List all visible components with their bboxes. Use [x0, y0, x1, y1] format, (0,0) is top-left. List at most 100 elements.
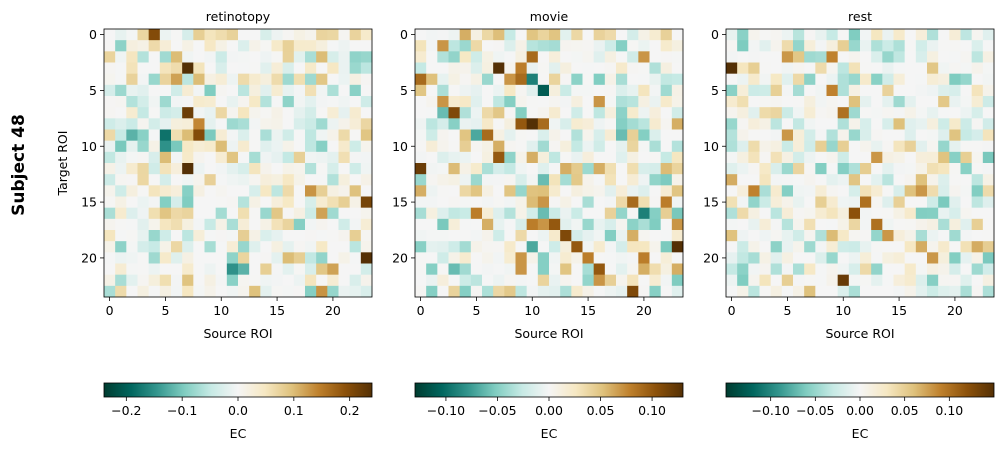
heatmap-cell [271, 29, 284, 41]
heatmap-cell [515, 118, 528, 130]
heatmap-cell [826, 218, 839, 231]
heatmap-cell [537, 140, 550, 153]
heatmap-cell [349, 196, 362, 209]
heatmap-cell [616, 151, 628, 164]
heatmap-cell [915, 252, 928, 264]
heatmap-cell [793, 73, 805, 86]
heatmap-cell [560, 274, 572, 287]
heatmap-cell [159, 218, 172, 231]
heatmap-cell [215, 274, 228, 287]
heatmap-cell [249, 40, 261, 52]
heatmap-cell [837, 118, 850, 130]
heatmap-cell [837, 174, 850, 186]
heatmap-cell [148, 151, 161, 164]
heatmap-cell [781, 274, 794, 287]
heatmap-cell [338, 274, 351, 287]
heatmap-cell [882, 274, 894, 287]
heatmap-cell [649, 29, 662, 41]
heatmap-cell [593, 185, 606, 197]
heatmap-cell [159, 129, 172, 142]
colorbar-ticks-retinotopy: −0.2 −0.1 0.0 0.1 0.2 [111, 397, 360, 418]
heatmap-cell [260, 29, 272, 41]
heatmap-cell [604, 84, 617, 97]
heatmap-cell [804, 207, 816, 220]
heatmap-cell [159, 140, 172, 153]
heatmap-cell [470, 107, 483, 119]
heatmap-cell [893, 230, 906, 242]
heatmap-cell [638, 151, 650, 164]
colorbar-tick-label: −0.05 [796, 403, 834, 418]
y-tick-label: 20 [81, 250, 97, 265]
heatmap-cell [748, 107, 760, 119]
heatmap-cell [604, 118, 617, 130]
heatmap-cell [949, 207, 961, 220]
heatmap-cell [260, 218, 272, 231]
heatmap-cell [493, 96, 505, 108]
heatmap-cell [415, 207, 427, 220]
heatmap-cell [282, 40, 295, 52]
heatmap-cell [616, 241, 628, 253]
heatmap-cell [915, 207, 928, 220]
heatmap-cell [915, 29, 928, 41]
heatmap-cell [104, 96, 116, 108]
heatmap-cell [781, 196, 794, 209]
heatmap-cell [638, 96, 650, 108]
heatmap-cell [593, 107, 606, 119]
heatmap-cell [459, 51, 472, 63]
heatmap-cell [781, 185, 794, 197]
heatmap-cell [526, 96, 539, 108]
heatmap-cell [871, 218, 883, 231]
heatmap-cell [871, 274, 883, 287]
heatmap-cell [215, 96, 228, 108]
heatmap-cell [549, 230, 561, 242]
heatmap-cell [360, 29, 373, 41]
heatmap-cell [226, 129, 239, 142]
heatmap-cell [604, 51, 617, 63]
heatmap-cell [660, 151, 673, 164]
heatmap-cell [616, 62, 628, 75]
heatmap-cell [537, 51, 550, 63]
heatmap-cell [893, 218, 906, 231]
heatmap-cell [193, 230, 205, 242]
heatmap-cell [982, 174, 995, 186]
heatmap-cell [748, 263, 760, 276]
y-tick-label: 20 [392, 250, 408, 265]
heatmap-cell [249, 174, 261, 186]
heatmap-cell [426, 62, 438, 75]
heatmap-cell [804, 40, 816, 52]
heatmap-cell [249, 118, 261, 130]
heatmap-cell [327, 207, 339, 220]
heatmap-cell [927, 62, 939, 75]
heatmap-cell [426, 29, 438, 41]
heatmap-cell [504, 285, 516, 298]
heatmap-cell [426, 84, 438, 97]
heatmap-cell [860, 241, 872, 253]
heatmap-cell [182, 129, 194, 142]
heatmap-cell [826, 40, 839, 52]
colorbar-tick-label: 0.10 [935, 403, 963, 418]
heatmap-cell [537, 196, 550, 209]
heatmap-cell [726, 129, 738, 142]
heatmap-cell [627, 252, 639, 264]
heatmap-cell [537, 241, 550, 253]
heatmap-cell [316, 73, 328, 86]
heatmap-cell [960, 40, 973, 52]
heatmap-cell [627, 29, 639, 41]
heatmap-cell [560, 174, 572, 186]
heatmap-cell [126, 40, 138, 52]
heatmap-cell [660, 252, 673, 264]
heatmap-cell [182, 285, 194, 298]
heatmap-cell [193, 96, 205, 108]
heatmap-cell [137, 29, 150, 41]
heatmap-cell [349, 40, 362, 52]
heatmap-cell [126, 129, 138, 142]
heatmap-cell [437, 230, 449, 242]
heatmap-cell [982, 185, 995, 197]
heatmap-cell [627, 207, 639, 220]
heatmap-cell [215, 263, 228, 276]
heatmap-cell [327, 73, 339, 86]
y-tick-label: 15 [703, 195, 719, 210]
heatmap-cell [860, 252, 872, 264]
heatmap-cell [671, 207, 684, 220]
heatmap-cell [604, 241, 617, 253]
